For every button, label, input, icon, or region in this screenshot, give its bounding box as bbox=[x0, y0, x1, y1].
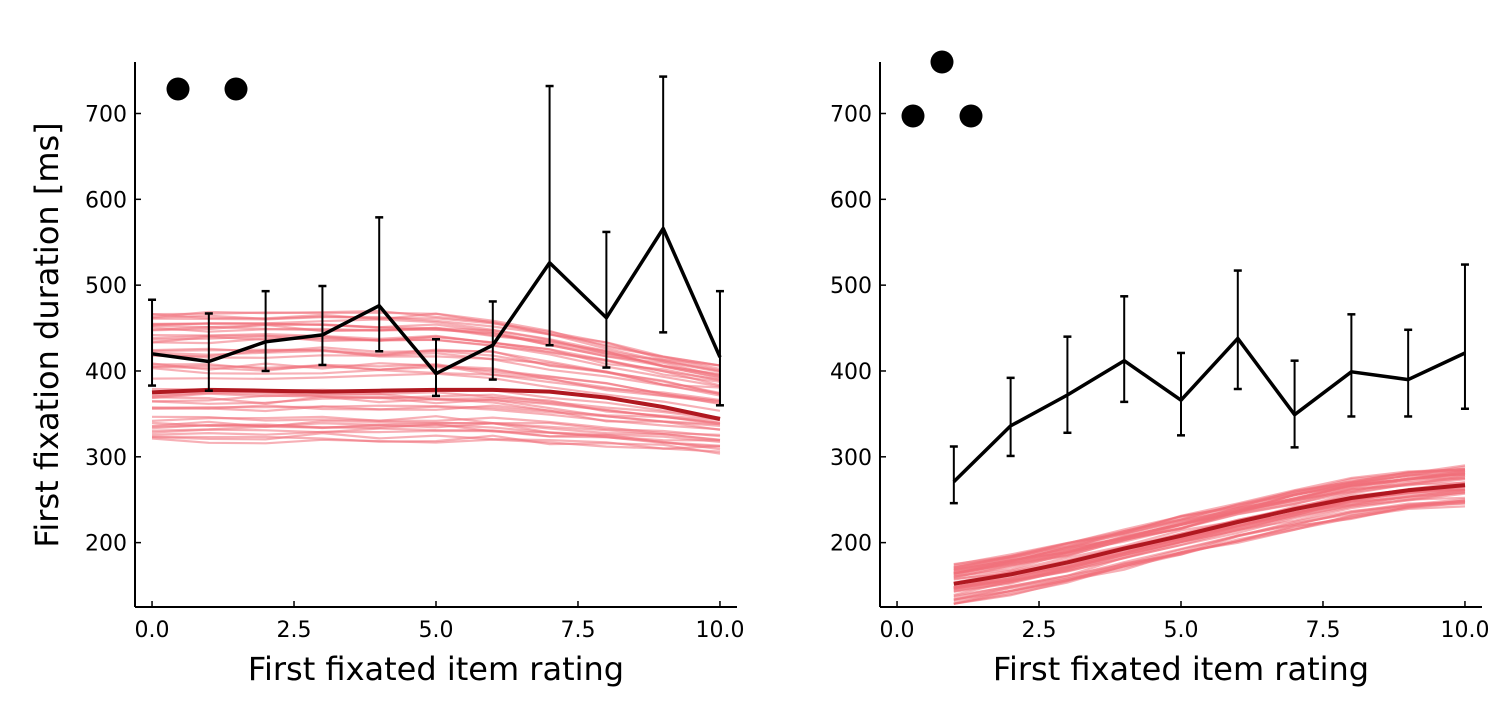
right-x-axis-label: First fixated item rating bbox=[993, 650, 1369, 688]
sim-run-line bbox=[151, 404, 721, 431]
right-sim-mean bbox=[953, 483, 1466, 586]
marker-dot-icon bbox=[166, 77, 190, 101]
y-tick-label: 200 bbox=[830, 532, 872, 557]
sim-run-line bbox=[953, 491, 1466, 592]
right-marker-dots bbox=[901, 50, 983, 128]
sim-run-line bbox=[953, 476, 1466, 576]
marker-dot-icon bbox=[930, 50, 954, 74]
x-tick-label: 10.0 bbox=[695, 618, 744, 643]
y-tick-label: 400 bbox=[85, 360, 127, 385]
sim-run-line bbox=[953, 468, 1466, 569]
y-tick-label: 700 bbox=[830, 102, 872, 127]
sim-run-line bbox=[151, 332, 721, 382]
left-x-axis-label: First fixated item rating bbox=[248, 650, 624, 688]
right-panel: 200 300 400 500 600 700 0.0 2.5 5.0 7.5 10.0 First… bbox=[830, 50, 1489, 688]
y-tick-label: 600 bbox=[85, 188, 127, 213]
x-tick-label: 2.5 bbox=[1022, 618, 1057, 643]
y-tick-label: 300 bbox=[830, 446, 872, 471]
sim-run-line bbox=[151, 415, 721, 436]
y-tick-label: 700 bbox=[85, 102, 127, 127]
sim-run-line bbox=[953, 500, 1466, 605]
x-tick-label: 10.0 bbox=[1440, 618, 1489, 643]
marker-dot-icon bbox=[959, 104, 983, 128]
sim-run-line bbox=[151, 395, 721, 424]
right-sim-runs bbox=[953, 464, 1466, 605]
sim-run-line bbox=[151, 429, 721, 451]
x-tick-label: 2.5 bbox=[277, 618, 312, 643]
left-marker-dots bbox=[166, 77, 248, 101]
left-axes: 200 300 400 500 600 700 0.0 2.5 5.0 7.5 10.0 bbox=[85, 62, 744, 643]
marker-dot-icon bbox=[901, 104, 925, 128]
y-tick-label: 500 bbox=[830, 274, 872, 299]
sim-run-line bbox=[151, 311, 721, 367]
sim-run-line bbox=[953, 482, 1466, 581]
sim-run-line bbox=[151, 421, 721, 443]
y-axis-label: First fixation duration [ms] bbox=[28, 122, 66, 547]
left-observed bbox=[148, 75, 724, 407]
y-tick-label: 300 bbox=[85, 446, 127, 471]
x-tick-label: 7.5 bbox=[1305, 618, 1340, 643]
left-panel: 200 300 400 500 600 700 0.0 2.5 5.0 7.5 10.0 First… bbox=[85, 62, 744, 688]
x-tick-label: 0.0 bbox=[880, 618, 915, 643]
observed-line bbox=[952, 336, 1466, 483]
sim-run-line bbox=[953, 464, 1466, 570]
observed-line bbox=[151, 226, 722, 376]
sim-run-line bbox=[151, 437, 721, 453]
right-observed bbox=[949, 263, 1469, 505]
y-tick-label: 200 bbox=[85, 532, 127, 557]
x-tick-label: 5.0 bbox=[419, 618, 454, 643]
sim-run-line bbox=[953, 471, 1466, 575]
right-axes: 200 300 400 500 600 700 0.0 2.5 5.0 7.5 10.0 bbox=[830, 62, 1489, 643]
y-tick-label: 600 bbox=[830, 188, 872, 213]
x-tick-label: 7.5 bbox=[560, 618, 595, 643]
sim-run-line bbox=[953, 498, 1466, 601]
y-tick-label: 500 bbox=[85, 274, 127, 299]
y-tick-label: 400 bbox=[830, 360, 872, 385]
left-sim-runs bbox=[151, 309, 721, 455]
x-tick-label: 0.0 bbox=[135, 618, 170, 643]
sim-run-line bbox=[151, 434, 721, 455]
sim-mean-line bbox=[953, 483, 1466, 586]
sim-run-line bbox=[953, 496, 1466, 599]
sim-run-line bbox=[151, 326, 721, 380]
marker-dot-icon bbox=[224, 77, 248, 101]
x-tick-label: 5.0 bbox=[1164, 618, 1199, 643]
